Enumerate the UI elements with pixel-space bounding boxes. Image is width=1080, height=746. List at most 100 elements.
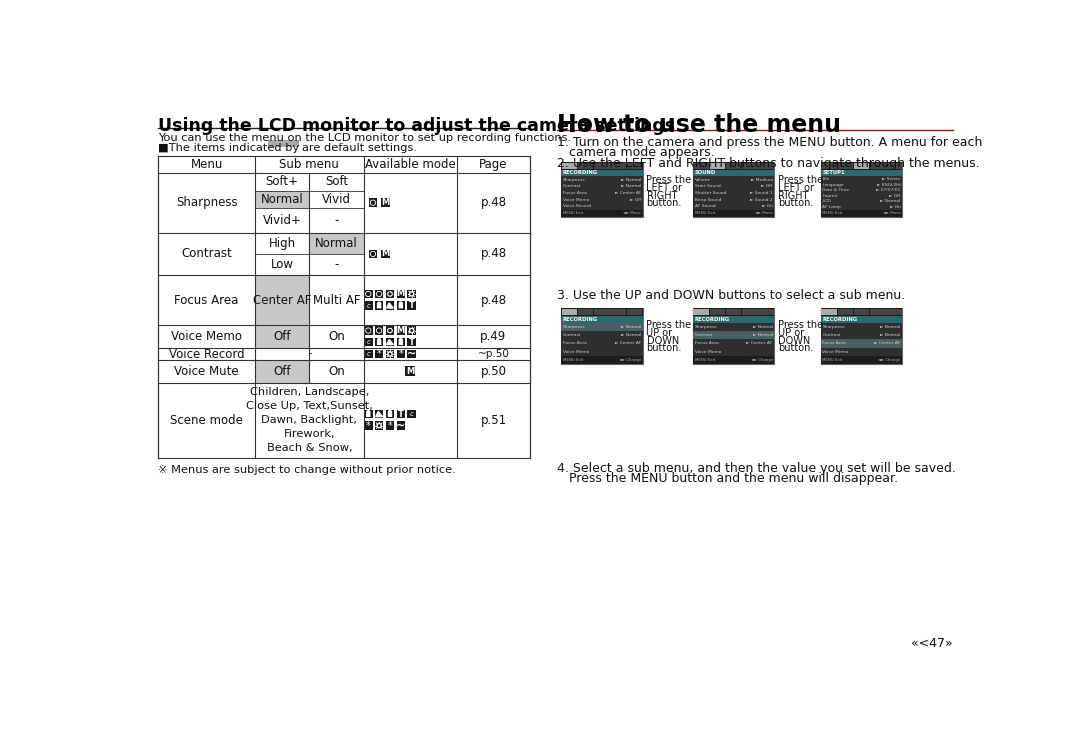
Text: p.50: p.50: [481, 365, 507, 377]
Text: Voice Record: Voice Record: [563, 204, 591, 208]
Text: LEFT or: LEFT or: [779, 183, 814, 193]
Text: Voice Memo: Voice Memo: [172, 330, 242, 343]
Polygon shape: [387, 339, 393, 345]
Text: Press the: Press the: [779, 320, 823, 330]
FancyBboxPatch shape: [562, 356, 643, 363]
Text: Soft+: Soft+: [266, 175, 299, 189]
FancyBboxPatch shape: [562, 331, 643, 339]
FancyBboxPatch shape: [562, 210, 643, 217]
Text: SETUP1: SETUP1: [823, 171, 846, 175]
FancyBboxPatch shape: [693, 309, 708, 316]
Text: ► ENGLISH: ► ENGLISH: [877, 183, 901, 186]
Text: ► 07/07/01: ► 07/07/01: [877, 188, 901, 192]
Text: MENU Exit: MENU Exit: [563, 358, 583, 362]
FancyBboxPatch shape: [693, 308, 774, 316]
Text: ► Normal: ► Normal: [621, 333, 642, 337]
Text: ~: ~: [396, 421, 405, 430]
Text: ► Normal: ► Normal: [621, 184, 642, 188]
Text: RECORDING: RECORDING: [823, 317, 858, 322]
Text: ※ Menus are subject to change without prior notice.: ※ Menus are subject to change without pr…: [159, 466, 456, 475]
Circle shape: [372, 252, 375, 255]
FancyBboxPatch shape: [377, 341, 381, 345]
FancyBboxPatch shape: [578, 309, 593, 316]
Circle shape: [389, 293, 391, 295]
Text: Focus Area: Focus Area: [175, 294, 239, 307]
Circle shape: [400, 302, 403, 305]
Text: ► Normal: ► Normal: [880, 199, 901, 203]
Text: RECORDING: RECORDING: [563, 317, 598, 322]
FancyBboxPatch shape: [562, 183, 643, 189]
Text: RECORDING: RECORDING: [563, 171, 598, 175]
Text: RIGHT: RIGHT: [647, 191, 677, 201]
FancyBboxPatch shape: [407, 301, 416, 310]
Text: Focus Area: Focus Area: [563, 191, 586, 195]
FancyBboxPatch shape: [837, 163, 853, 169]
Text: Sharpness: Sharpness: [563, 178, 585, 181]
FancyBboxPatch shape: [255, 325, 309, 348]
FancyBboxPatch shape: [870, 309, 886, 316]
Circle shape: [378, 302, 380, 305]
FancyBboxPatch shape: [399, 341, 403, 345]
Text: Focus Area: Focus Area: [563, 342, 586, 345]
Text: Contrast: Contrast: [823, 333, 841, 337]
Circle shape: [378, 329, 380, 332]
Circle shape: [388, 292, 392, 296]
Text: Normal: Normal: [315, 236, 357, 250]
Text: ■The items indicated by: ■The items indicated by: [159, 143, 299, 154]
FancyBboxPatch shape: [693, 176, 774, 183]
FancyBboxPatch shape: [693, 189, 774, 196]
Circle shape: [366, 292, 370, 296]
FancyBboxPatch shape: [610, 309, 626, 316]
FancyBboxPatch shape: [407, 326, 416, 335]
Text: Press the: Press the: [647, 175, 691, 185]
Text: ~p.50: ~p.50: [477, 349, 510, 359]
Text: ► Normal: ► Normal: [753, 325, 773, 329]
FancyBboxPatch shape: [396, 301, 405, 310]
Text: Contrast: Contrast: [694, 333, 713, 337]
Text: Normal: Normal: [261, 193, 303, 206]
FancyBboxPatch shape: [386, 350, 394, 358]
FancyBboxPatch shape: [396, 326, 405, 335]
FancyBboxPatch shape: [386, 326, 394, 335]
FancyBboxPatch shape: [388, 413, 392, 417]
FancyBboxPatch shape: [693, 183, 774, 189]
FancyBboxPatch shape: [381, 250, 390, 258]
FancyBboxPatch shape: [821, 182, 902, 187]
FancyBboxPatch shape: [268, 140, 299, 146]
Text: ► On: ► On: [890, 205, 901, 209]
FancyBboxPatch shape: [375, 421, 383, 430]
FancyBboxPatch shape: [821, 322, 902, 331]
Text: High: High: [269, 236, 296, 250]
Text: 1. Turn on the camera and press the MENU button. A menu for each: 1. Turn on the camera and press the MENU…: [557, 136, 983, 148]
FancyBboxPatch shape: [837, 309, 853, 316]
FancyBboxPatch shape: [562, 169, 643, 176]
Text: *: *: [388, 421, 392, 430]
FancyBboxPatch shape: [821, 176, 902, 182]
FancyBboxPatch shape: [693, 203, 774, 210]
FancyBboxPatch shape: [693, 169, 774, 176]
FancyBboxPatch shape: [562, 162, 643, 169]
FancyBboxPatch shape: [562, 176, 643, 183]
FancyBboxPatch shape: [693, 162, 774, 217]
Text: MENU Exit: MENU Exit: [823, 358, 842, 362]
FancyBboxPatch shape: [562, 163, 577, 169]
Text: Low: Low: [271, 258, 294, 271]
FancyBboxPatch shape: [726, 163, 742, 169]
Text: ► Center AF: ► Center AF: [875, 342, 901, 345]
FancyBboxPatch shape: [364, 350, 373, 358]
Text: Sharpness: Sharpness: [563, 325, 585, 329]
FancyBboxPatch shape: [726, 309, 742, 316]
Text: Voice Memo: Voice Memo: [823, 350, 849, 354]
Text: MENU Exit: MENU Exit: [694, 358, 715, 362]
Text: MENU Exit: MENU Exit: [563, 211, 583, 216]
Text: Date & Time: Date & Time: [823, 188, 850, 192]
Text: T: T: [397, 410, 404, 419]
Text: Contrast: Contrast: [563, 184, 581, 188]
FancyBboxPatch shape: [821, 193, 902, 198]
Text: Shutter Sound: Shutter Sound: [694, 191, 726, 195]
FancyBboxPatch shape: [562, 196, 643, 203]
FancyBboxPatch shape: [758, 309, 774, 316]
Text: ► Off: ► Off: [761, 184, 773, 188]
Text: M: M: [406, 367, 415, 376]
Text: Sharpness: Sharpness: [823, 325, 845, 329]
